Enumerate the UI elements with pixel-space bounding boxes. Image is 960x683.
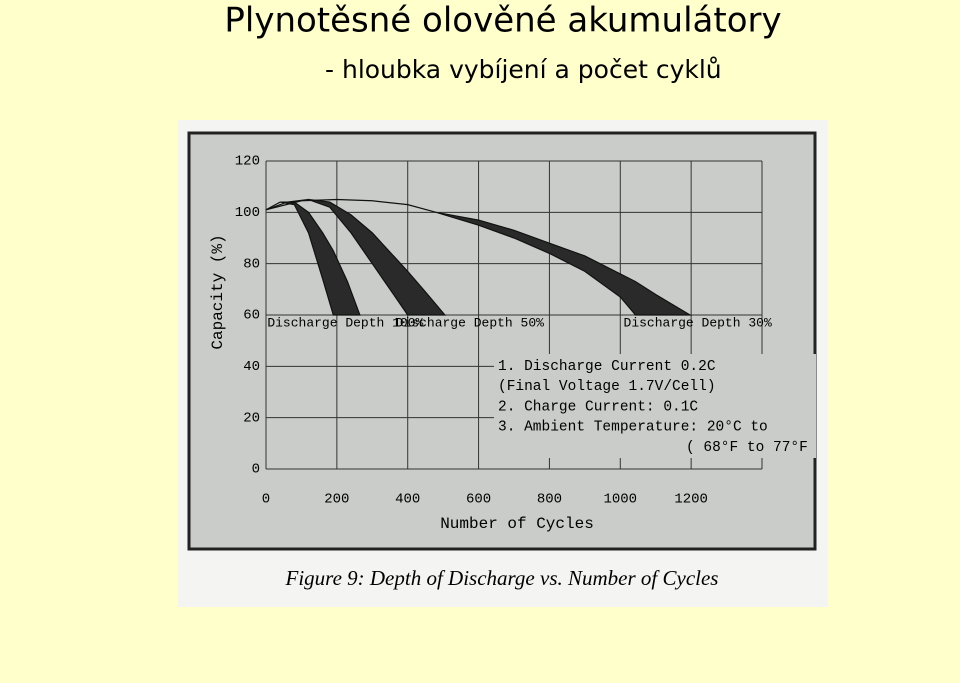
x-tick-label: 600 bbox=[466, 492, 491, 508]
slide-title: Plynotěsné olověné akumulátory bbox=[224, 1, 781, 41]
y-tick-label: 120 bbox=[235, 154, 260, 170]
x-tick-label: 1000 bbox=[603, 492, 637, 508]
note: 2. Charge Current: 0.1C bbox=[498, 399, 698, 415]
x-tick-label: 200 bbox=[324, 492, 349, 508]
y-tick-label: 80 bbox=[243, 256, 260, 272]
x-axis-title: Number of Cycles bbox=[440, 515, 594, 533]
x-tick-label: 400 bbox=[395, 492, 420, 508]
note: ( 68°F to 77°F bbox=[686, 440, 808, 456]
caption: Figure 9: Depth of Discharge vs. Number … bbox=[285, 566, 719, 590]
x-tick-label: 0 bbox=[262, 492, 270, 508]
band-area bbox=[265, 201, 361, 316]
band-area bbox=[265, 198, 447, 316]
y-tick-label: 40 bbox=[243, 359, 260, 375]
slide-subtitle: - hloubka vybíjení a počet cyklů bbox=[325, 55, 722, 84]
y-axis-title: Capacity (%) bbox=[209, 234, 227, 349]
note: 3. Ambient Temperature: 20°C to bbox=[498, 420, 768, 436]
band-label: Discharge Depth 100% bbox=[267, 315, 423, 330]
band-label: Discharge Depth 30% bbox=[624, 315, 772, 330]
band-area bbox=[265, 198, 693, 316]
y-tick-label: 0 bbox=[252, 462, 260, 478]
y-tick-label: 20 bbox=[243, 410, 260, 426]
notes-bg bbox=[494, 354, 816, 458]
x-tick-label: 800 bbox=[537, 492, 562, 508]
note: (Final Voltage 1.7V/Cell) bbox=[498, 379, 716, 395]
x-tick-label: 1200 bbox=[674, 492, 708, 508]
y-tick-label: 100 bbox=[235, 205, 260, 221]
y-tick-label: 60 bbox=[243, 308, 260, 324]
note: 1. Discharge Current 0.2C bbox=[498, 359, 716, 375]
band-label: Discharge Depth 50% bbox=[396, 315, 544, 330]
chart-frame bbox=[187, 131, 817, 551]
